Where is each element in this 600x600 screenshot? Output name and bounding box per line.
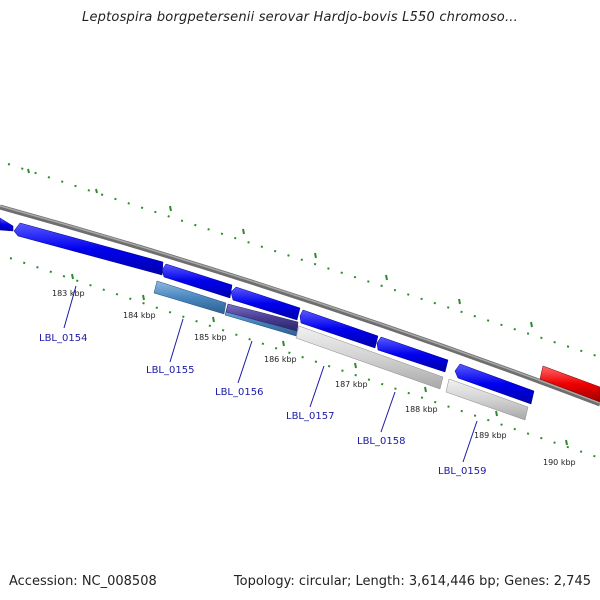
backbone [0,204,600,407]
gc-feature[interactable] [295,325,444,390]
tick-label: 184 kbp [123,311,156,320]
cds-feature[interactable] [299,309,379,349]
cds-feature[interactable] [13,222,164,276]
accession-text: Accession: NC_008508 [9,574,157,589]
inner-dot-ring [9,257,600,459]
gene-labels: LBL_0154 LBL_0155 LBL_0156 LBL_0157 LBL_… [39,333,486,477]
tick-label: 187 kbp [335,380,368,389]
cds-forward-track [0,217,600,405]
tick-label: 188 kbp [405,405,438,414]
gene-label-lbl-0156[interactable]: LBL_0156 [215,387,263,398]
tick-label: 183 kbp [52,289,85,298]
gc-feature[interactable] [445,378,529,421]
tick-label: 190 kbp [543,458,576,467]
gene-label-lbl-0158[interactable]: LBL_0158 [357,436,405,447]
outer-major-ticks [27,168,533,328]
cds-feature[interactable] [0,217,14,232]
cds-feature[interactable] [230,286,301,321]
cds-feature[interactable] [454,363,535,405]
secondary-track [153,280,529,421]
tick-label: 189 kbp [474,431,507,440]
cds-feature[interactable] [376,336,449,373]
outer-dot-ring [7,163,600,358]
gene-label-lbl-0159[interactable]: LBL_0159 [438,466,486,477]
tick-labels: 183 kbp 184 kbp 185 kbp 186 kbp 187 kbp … [52,289,576,467]
gene-label-lbl-0155[interactable]: LBL_0155 [146,365,194,376]
tick-label: 185 kbp [194,333,227,342]
topology-text: Topology: circular; Length: 3,614,446 bp… [233,574,591,589]
map-title: Leptospira borgpetersenii serovar Hardjo… [82,10,518,25]
cds-feature[interactable] [161,263,233,299]
gene-label-lbl-0154[interactable]: LBL_0154 [39,333,87,344]
tick-label: 186 kbp [264,355,297,364]
gene-label-lbl-0157[interactable]: LBL_0157 [286,411,334,422]
inner-major-ticks [71,273,568,446]
rna-feature[interactable] [539,365,600,403]
highlight-feature[interactable] [153,280,227,315]
highlight-feature-dark[interactable] [225,303,299,332]
gene-leader-lines [63,285,478,463]
